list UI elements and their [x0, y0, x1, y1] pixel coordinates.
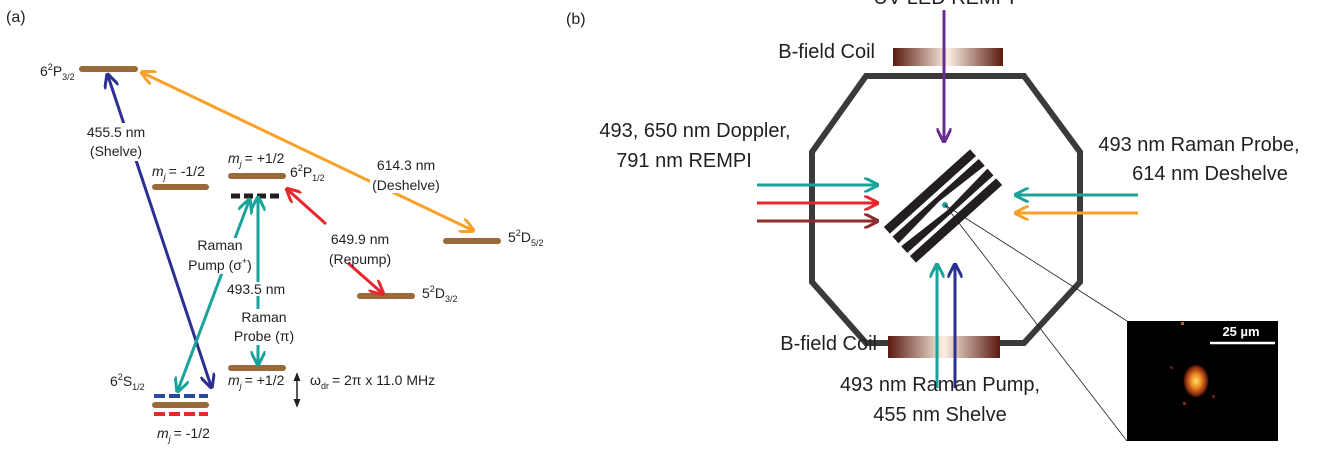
transition-label: 614.3 nm — [377, 157, 435, 173]
transition-label: 649.9 nm — [331, 231, 389, 247]
noise — [1181, 322, 1184, 325]
state-label: 52D5/2 — [508, 228, 543, 248]
beam-label: 455 nm Shelve — [873, 404, 1006, 426]
electrode — [910, 178, 1002, 262]
zoom-line — [945, 205, 1127, 321]
mj-label: mj= +1/2 — [228, 150, 285, 169]
splitting-label: ωdr= 2π x 11.0 MHz — [310, 372, 435, 391]
figure: (a) 62P3/2 62P1/2 52D5/2 52D3/2 62S1/2 m… — [0, 0, 1337, 450]
panel-a: (a) 62P3/2 62P1/2 52D5/2 52D3/2 62S1/2 m… — [6, 9, 543, 444]
transition-label: (Repump) — [329, 251, 391, 267]
mj-label: mj= -1/2 — [157, 425, 210, 444]
levels — [82, 69, 498, 405]
transition-label: 493.5 nm — [227, 281, 285, 297]
beam-label: 493 nm Raman Probe, — [1098, 134, 1299, 156]
coil-label: B-field Coil — [780, 333, 877, 355]
transition-label: 455.5 nm — [87, 124, 145, 140]
noise — [1170, 366, 1173, 369]
vacuum-chamber — [812, 76, 1080, 343]
coil — [888, 336, 1000, 358]
transition-label: Raman — [241, 309, 286, 325]
beam-label: 493 nm Raman Pump, — [840, 374, 1040, 396]
transition-label: Raman — [197, 237, 242, 253]
noise — [1183, 402, 1186, 405]
coil — [893, 48, 1003, 66]
beam-label: 614 nm Deshelve — [1132, 163, 1288, 185]
state-label: 62P3/2 — [40, 62, 75, 82]
transition-label: (Shelve) — [90, 143, 142, 159]
beam-label: 791 nm REMPI — [616, 150, 752, 172]
mj-label: mj= +1/2 — [228, 372, 285, 391]
electrode — [884, 149, 976, 233]
repump-arrow — [348, 263, 382, 293]
repump-arrow — [288, 190, 326, 224]
transition-label: Probe (π) — [234, 328, 294, 344]
state-label: 52D3/2 — [422, 284, 457, 304]
transition-label: (Deshelve) — [372, 177, 440, 193]
state-label: 62P1/2 — [290, 163, 325, 183]
noise — [1212, 395, 1215, 398]
beam-label: 493, 650 nm Doppler, — [599, 120, 790, 142]
state-label: 62S1/2 — [110, 372, 145, 392]
panel-label: (a) — [6, 9, 26, 26]
panel-label: (b) — [566, 11, 586, 28]
ion-fluorescence — [1183, 364, 1209, 398]
panel-b: (b) UV-LED REMPI B-field Coil B-field Co… — [566, 0, 1300, 441]
scale-label: 25 µm — [1222, 324, 1259, 339]
beam-label: UV-LED REMPI — [873, 0, 1014, 9]
mj-label: mj= -1/2 — [152, 163, 205, 182]
coil-label: B-field Coil — [778, 41, 875, 63]
page: (a) 62P3/2 62P1/2 52D5/2 52D3/2 62S1/2 m… — [0, 0, 1337, 450]
